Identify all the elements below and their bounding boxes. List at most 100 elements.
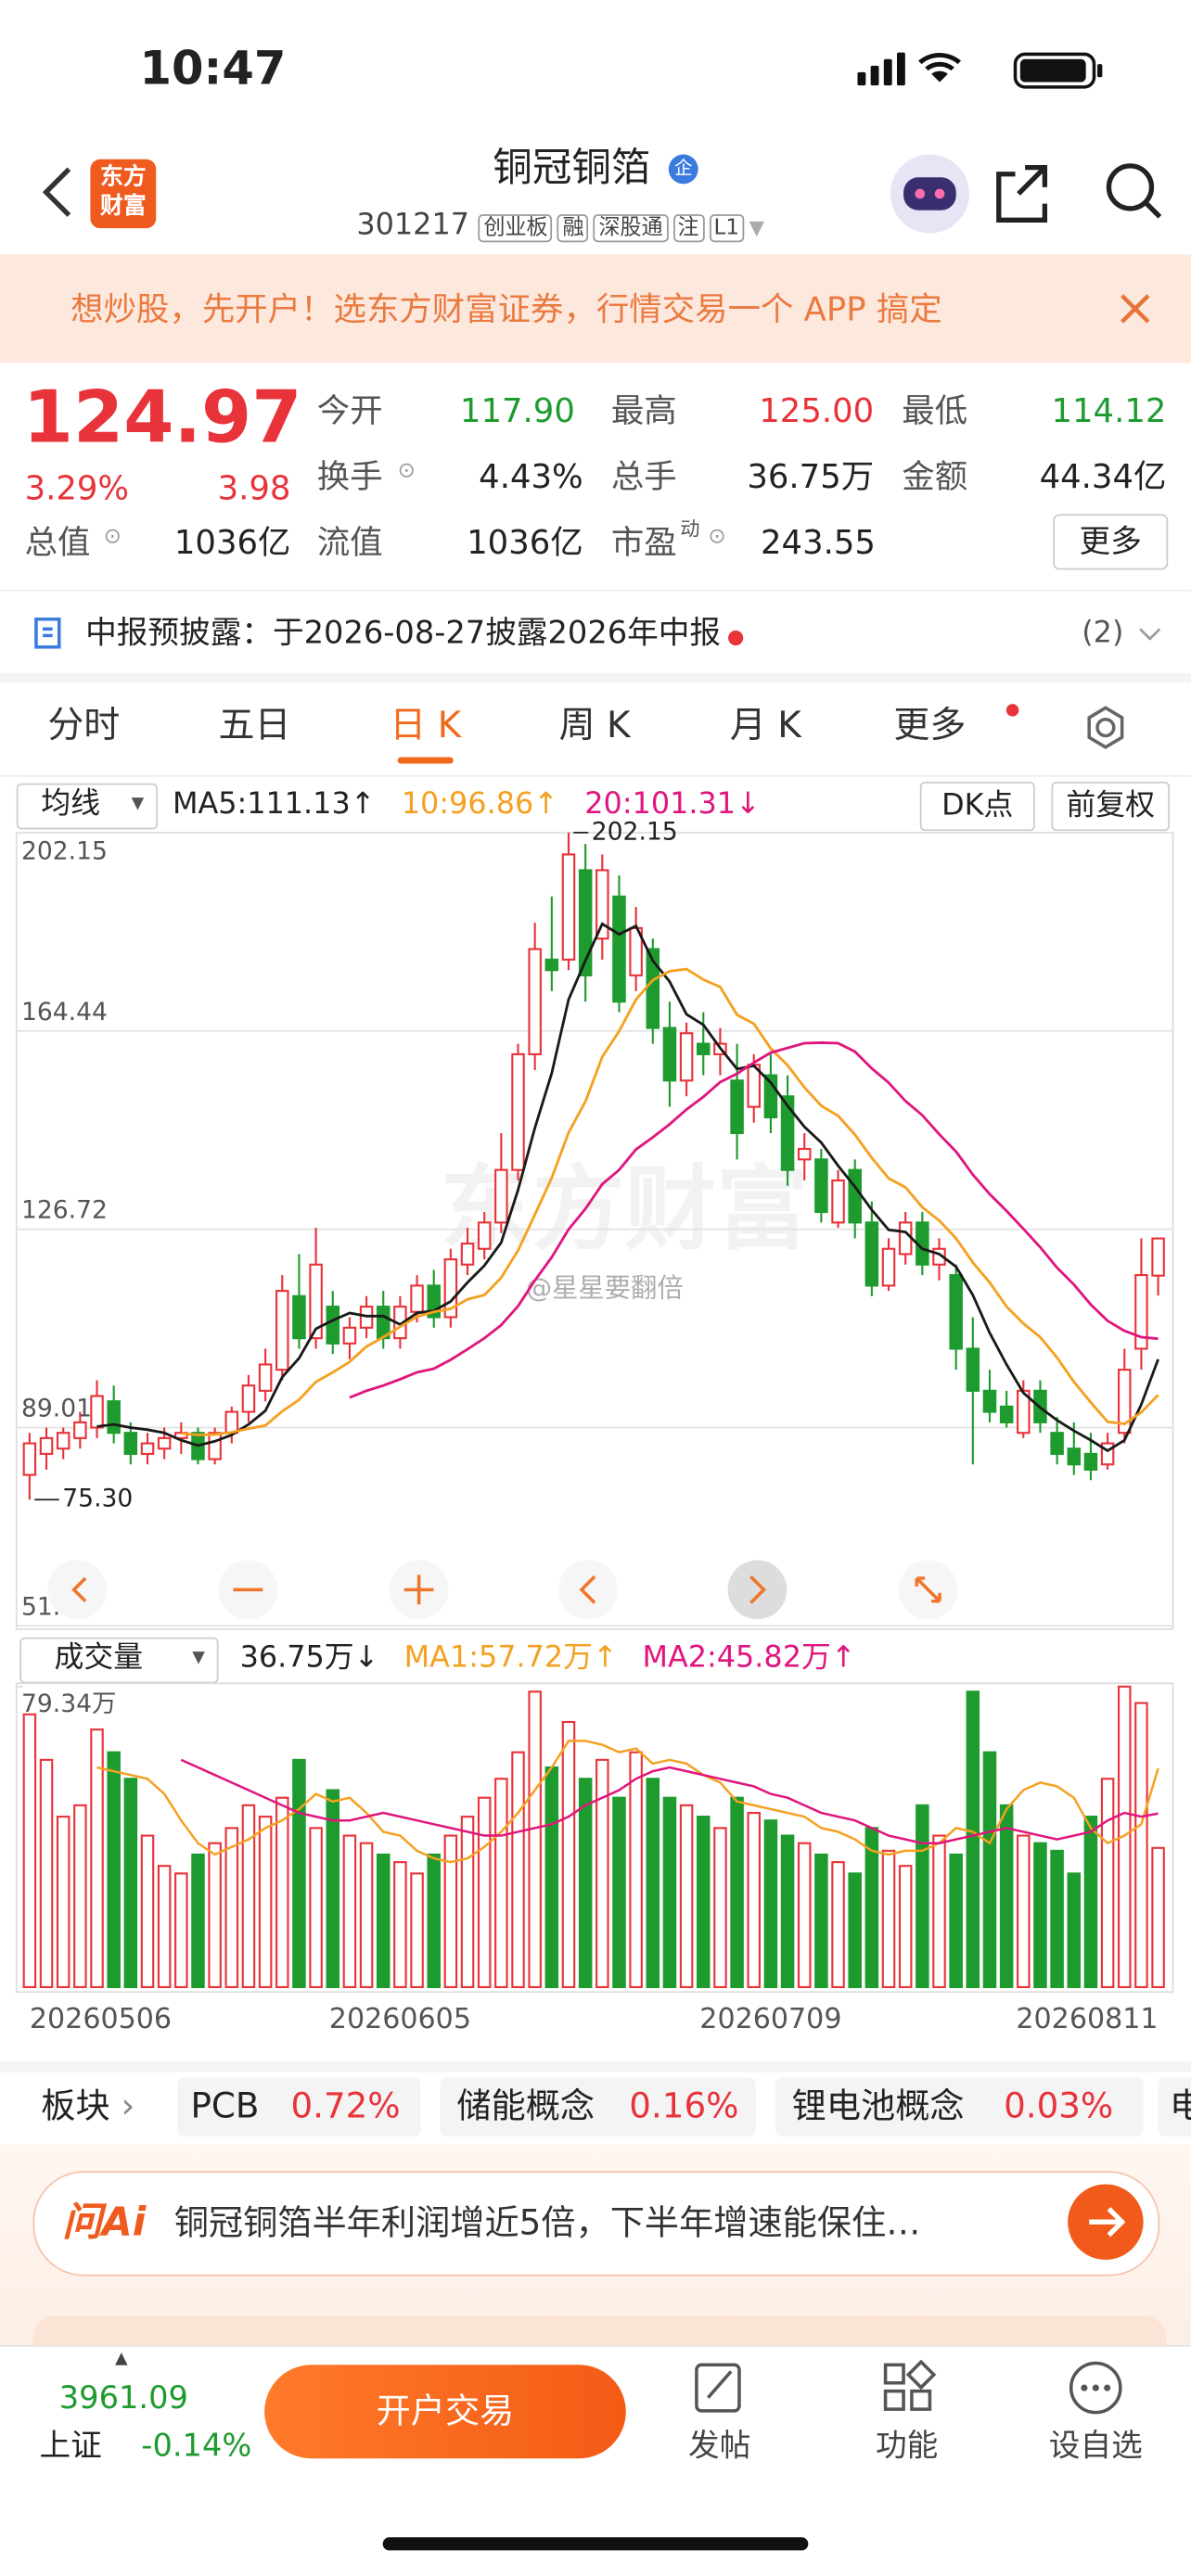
tab[interactable]: 五日 bbox=[218, 706, 291, 747]
nav-label[interactable]: 设自选 bbox=[1048, 2428, 1143, 2465]
candle-body bbox=[1117, 1369, 1132, 1435]
candle-body bbox=[596, 869, 609, 940]
info-icon[interactable]: ⊙ bbox=[708, 524, 726, 550]
volume-bar bbox=[39, 1758, 54, 1989]
candle-body bbox=[342, 1326, 357, 1345]
candle-body bbox=[258, 1363, 273, 1392]
zoom-icon bbox=[915, 1576, 941, 1603]
info-icon[interactable]: ⊙ bbox=[397, 459, 416, 484]
sector-value: 0.03% bbox=[1004, 2086, 1114, 2126]
field-label: 今开 bbox=[316, 390, 383, 431]
field-label: 总值 bbox=[24, 522, 91, 562]
stock-name: 铜冠铜箔 bbox=[493, 144, 651, 191]
candle-body bbox=[966, 1347, 980, 1392]
info-icon[interactable]: ⊙ bbox=[103, 524, 122, 550]
candle-body bbox=[831, 1179, 845, 1224]
header-actions bbox=[890, 154, 1162, 234]
sector-label[interactable]: 板块 › bbox=[41, 2086, 135, 2126]
tab[interactable]: 分时 bbox=[47, 706, 121, 747]
ma-select[interactable] bbox=[16, 783, 159, 830]
volume-bar bbox=[612, 1796, 626, 1989]
divider bbox=[0, 774, 1191, 777]
notice-text[interactable]: 中报预披露：于2026-08-27披露2026年中报 ● bbox=[85, 615, 745, 652]
volume-bar bbox=[697, 1816, 711, 1989]
caret: ▼ bbox=[192, 1649, 205, 1667]
volume-bar bbox=[730, 1796, 744, 1989]
candle-body bbox=[1100, 1442, 1115, 1466]
volume-bar bbox=[292, 1758, 306, 1989]
chevron bbox=[1139, 628, 1161, 641]
candle-body bbox=[410, 1284, 424, 1313]
nav-label[interactable]: 功能 bbox=[875, 2428, 939, 2465]
logo-text: 东方 bbox=[100, 164, 147, 191]
volume-bar bbox=[1083, 1816, 1098, 1989]
zoom-button[interactable] bbox=[727, 1560, 788, 1620]
volume-bar bbox=[427, 1853, 441, 1989]
candle-body bbox=[898, 1221, 913, 1256]
volume-bar bbox=[107, 1751, 121, 1989]
sector-name: 锂电池概念 bbox=[791, 2086, 965, 2126]
volume-bar bbox=[646, 1778, 660, 1989]
tab[interactable]: 日 K bbox=[390, 706, 462, 747]
sector-value: 0.72% bbox=[290, 2086, 401, 2126]
legend-entry: MA1:57.72万↑ bbox=[404, 1639, 618, 1675]
volume-bar bbox=[999, 1804, 1014, 1989]
back-button[interactable] bbox=[32, 164, 82, 220]
volume-bar bbox=[916, 1804, 929, 1989]
dk-button[interactable]: DK点 bbox=[919, 782, 1035, 832]
candle-body bbox=[224, 1410, 239, 1435]
volume-bar bbox=[747, 1811, 762, 1989]
candle-body bbox=[511, 1052, 525, 1171]
red-dot: ● bbox=[1005, 701, 1020, 720]
zoom-button[interactable] bbox=[47, 1560, 108, 1620]
trade-button[interactable]: 开户交易 bbox=[264, 2365, 626, 2459]
ai-bar[interactable] bbox=[32, 2171, 1160, 2276]
more-button[interactable]: 更多 bbox=[1053, 514, 1169, 570]
min-label: 75.30 bbox=[62, 1485, 133, 1513]
tab[interactable]: 月 K bbox=[729, 706, 801, 747]
sector-chip[interactable] bbox=[177, 2077, 421, 2137]
sector-chip[interactable] bbox=[775, 2077, 1144, 2137]
tab[interactable]: 周 K bbox=[558, 706, 631, 747]
sector-chip[interactable] bbox=[440, 2077, 756, 2137]
badge: 企 bbox=[668, 154, 698, 185]
volume-bar bbox=[848, 1872, 862, 1989]
legend-entry: MA2:45.82万↑ bbox=[642, 1639, 855, 1675]
banner[interactable] bbox=[0, 254, 1191, 363]
candle-body bbox=[697, 1042, 711, 1055]
sector-value: 0.16% bbox=[629, 2086, 739, 2126]
volume-bar bbox=[528, 1690, 542, 1989]
volume-bar bbox=[90, 1728, 104, 1989]
field-label: 最低 bbox=[902, 390, 968, 431]
sector-name: 电 bbox=[1170, 2089, 1191, 2124]
field-value: 4.43% bbox=[479, 456, 583, 496]
tab[interactable]: 更多 bbox=[893, 706, 967, 747]
candle-body bbox=[73, 1421, 87, 1439]
caret: ▼ bbox=[131, 795, 145, 813]
zoom-button[interactable] bbox=[558, 1560, 618, 1620]
vol-ma-line bbox=[96, 1740, 1159, 1864]
candle-body bbox=[157, 1436, 172, 1450]
tab-underline bbox=[397, 757, 454, 764]
volume-bar bbox=[1151, 1846, 1165, 1989]
nav-icons bbox=[695, 2359, 1122, 2415]
field-label: 市盈 bbox=[610, 522, 677, 562]
kline-chart: 东方财富@星星要翻倍202.15164.44126.7289.0151.3020… bbox=[15, 785, 1174, 2035]
settings[interactable] bbox=[1082, 705, 1129, 751]
sector-title: 板块 bbox=[41, 2086, 110, 2126]
volume-bar bbox=[73, 1804, 87, 1989]
y-tick-label: 202.15 bbox=[21, 837, 108, 866]
field-value: 243.55 bbox=[761, 522, 876, 562]
sector-chip[interactable] bbox=[1158, 2077, 1191, 2137]
ai-send[interactable] bbox=[1066, 2183, 1145, 2262]
nav-label[interactable]: 发帖 bbox=[688, 2428, 751, 2465]
adjust-button[interactable]: 前复权 bbox=[1051, 782, 1170, 832]
zoom-icon bbox=[71, 1576, 87, 1603]
banner-close[interactable] bbox=[1092, 256, 1191, 362]
watermark: @星星要翻倍 bbox=[526, 1272, 684, 1303]
sector-name: PCB bbox=[190, 2086, 260, 2126]
volume-bar bbox=[123, 1778, 138, 1989]
y-tick-label: 126.72 bbox=[21, 1196, 108, 1225]
candle-body bbox=[140, 1442, 155, 1455]
